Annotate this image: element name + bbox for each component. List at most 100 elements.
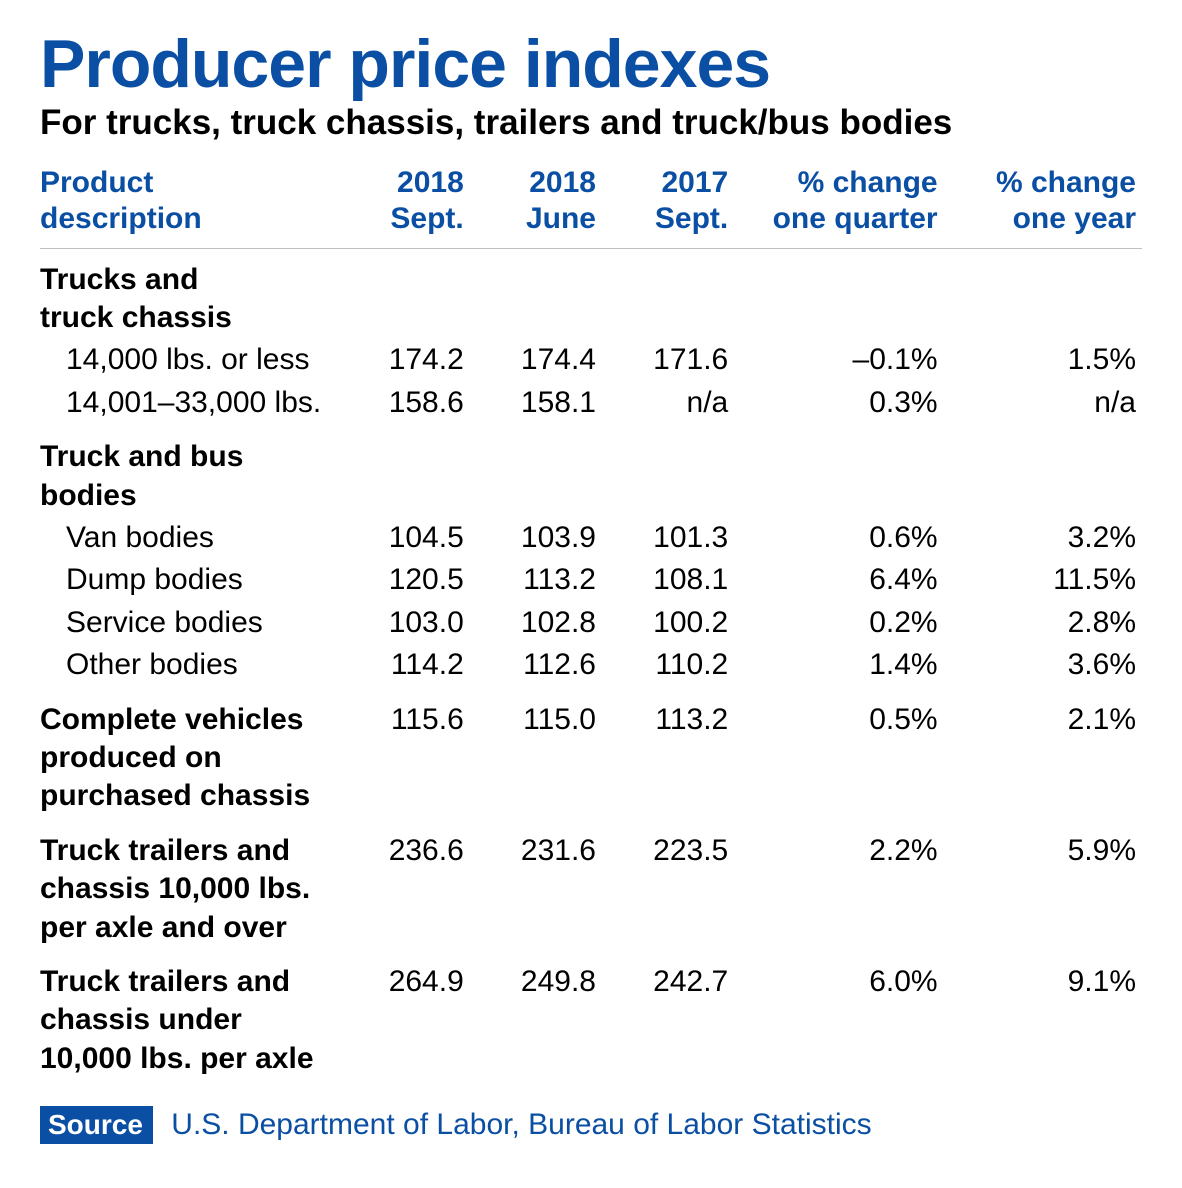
table-row: Service bodies103.0102.8100.20.2%2.8% [40,602,1142,644]
group-header: Truck and bus bodies [40,424,338,517]
cell [470,259,602,340]
cell: 6.4% [734,559,943,601]
col-header-2018-june: 2018 June [470,165,602,242]
cell: 171.6 [602,339,734,381]
table-body: Trucks andtruck chassis14,000 lbs. or le… [40,259,1142,1080]
cell: 11.5% [944,559,1142,601]
cell: 0.2% [734,602,943,644]
row-label: 14,000 lbs. or less [40,339,338,381]
cell: 6.0% [734,949,943,1080]
cell: 242.7 [602,949,734,1080]
table-row: Truck trailers andchassis under10,000 lb… [40,949,1142,1080]
row-label: Dump bodies [40,559,338,601]
col-header-line: June [526,202,596,235]
table-row: Trucks andtruck chassis [40,259,1142,340]
cell: 104.5 [338,517,470,559]
row-label-bold: Truck trailers andchassis 10,000 lbs.per… [40,818,338,949]
table-row: 14,001–33,000 lbs.158.6158.1n/a0.3%n/a [40,382,1142,424]
table-row: Truck and bus bodies [40,424,1142,517]
cell: 115.6 [338,687,470,818]
cell [338,259,470,340]
table-row: 14,000 lbs. or less174.2174.4171.6–0.1%1… [40,339,1142,381]
cell [944,424,1142,517]
source-text: U.S. Department of Labor, Bureau of Labo… [171,1108,871,1141]
table-head: Product description 2018 Sept. 2018 June… [40,165,1142,259]
cell: 1.5% [944,339,1142,381]
cell: 174.4 [470,339,602,381]
cell: 114.2 [338,644,470,686]
table-row: Van bodies104.5103.9101.30.6%3.2% [40,517,1142,559]
page-subtitle: For trucks, truck chassis, trailers and … [40,104,1142,143]
cell: 2.1% [944,687,1142,818]
col-header-line: one year [1013,202,1136,235]
cell [944,259,1142,340]
row-label: Service bodies [40,602,338,644]
table-row: Complete vehiclesproduced onpurchased ch… [40,687,1142,818]
cell [602,424,734,517]
cell: 223.5 [602,818,734,949]
cell: n/a [944,382,1142,424]
cell: 5.9% [944,818,1142,949]
cell: 120.5 [338,559,470,601]
row-label-bold: Complete vehiclesproduced onpurchased ch… [40,687,338,818]
cell: 2.8% [944,602,1142,644]
source-line: Source U.S. Department of Labor, Bureau … [40,1106,1142,1144]
cell: 112.6 [470,644,602,686]
group-header: Trucks andtruck chassis [40,259,338,340]
cell: n/a [602,382,734,424]
col-header-line: % change [798,166,938,199]
row-label: Van bodies [40,517,338,559]
cell: 115.0 [470,687,602,818]
cell: 174.2 [338,339,470,381]
col-header-line: Sept. [390,202,463,235]
col-header-line: % change [996,166,1136,199]
cell: 103.0 [338,602,470,644]
cell: 1.4% [734,644,943,686]
cell [338,424,470,517]
col-header-change-year: % change one year [944,165,1142,242]
header-rule [40,248,1142,249]
source-badge: Source [40,1106,153,1144]
cell [734,259,943,340]
cell: 113.2 [602,687,734,818]
col-header-change-quarter: % change one quarter [734,165,943,242]
cell: 101.3 [602,517,734,559]
cell: 236.6 [338,818,470,949]
col-header-2018-sept: 2018 Sept. [338,165,470,242]
cell: 3.6% [944,644,1142,686]
cell: 108.1 [602,559,734,601]
row-label-bold: Truck trailers andchassis under10,000 lb… [40,949,338,1080]
col-header-line: Product [40,166,153,199]
row-label: 14,001–33,000 lbs. [40,382,338,424]
col-header-2017-sept: 2017 Sept. [602,165,734,242]
cell: 102.8 [470,602,602,644]
cell: 103.9 [470,517,602,559]
col-header-line: 2018 [397,166,464,199]
cell: 110.2 [602,644,734,686]
cell: 0.5% [734,687,943,818]
page-title: Producer price indexes [40,30,1142,98]
cell: 0.6% [734,517,943,559]
cell: 100.2 [602,602,734,644]
table-row: Truck trailers andchassis 10,000 lbs.per… [40,818,1142,949]
cell: 264.9 [338,949,470,1080]
cell: 158.1 [470,382,602,424]
cell [470,424,602,517]
cell [734,424,943,517]
row-label: Other bodies [40,644,338,686]
col-header-line: 2017 [661,166,728,199]
cell [602,259,734,340]
cell: 249.8 [470,949,602,1080]
col-header-line: one quarter [773,202,938,235]
table-row: Dump bodies120.5113.2108.16.4%11.5% [40,559,1142,601]
ppi-table: Product description 2018 Sept. 2018 June… [40,165,1142,1081]
cell: 9.1% [944,949,1142,1080]
table-row: Other bodies114.2112.6110.21.4%3.6% [40,644,1142,686]
cell: 2.2% [734,818,943,949]
col-header-line: 2018 [529,166,596,199]
col-header-line: Sept. [655,202,728,235]
col-header-line: description [40,202,202,235]
cell: 3.2% [944,517,1142,559]
cell: 158.6 [338,382,470,424]
cell: –0.1% [734,339,943,381]
